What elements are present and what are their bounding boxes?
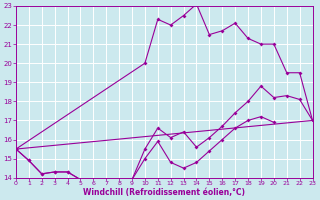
X-axis label: Windchill (Refroidissement éolien,°C): Windchill (Refroidissement éolien,°C) — [83, 188, 245, 197]
